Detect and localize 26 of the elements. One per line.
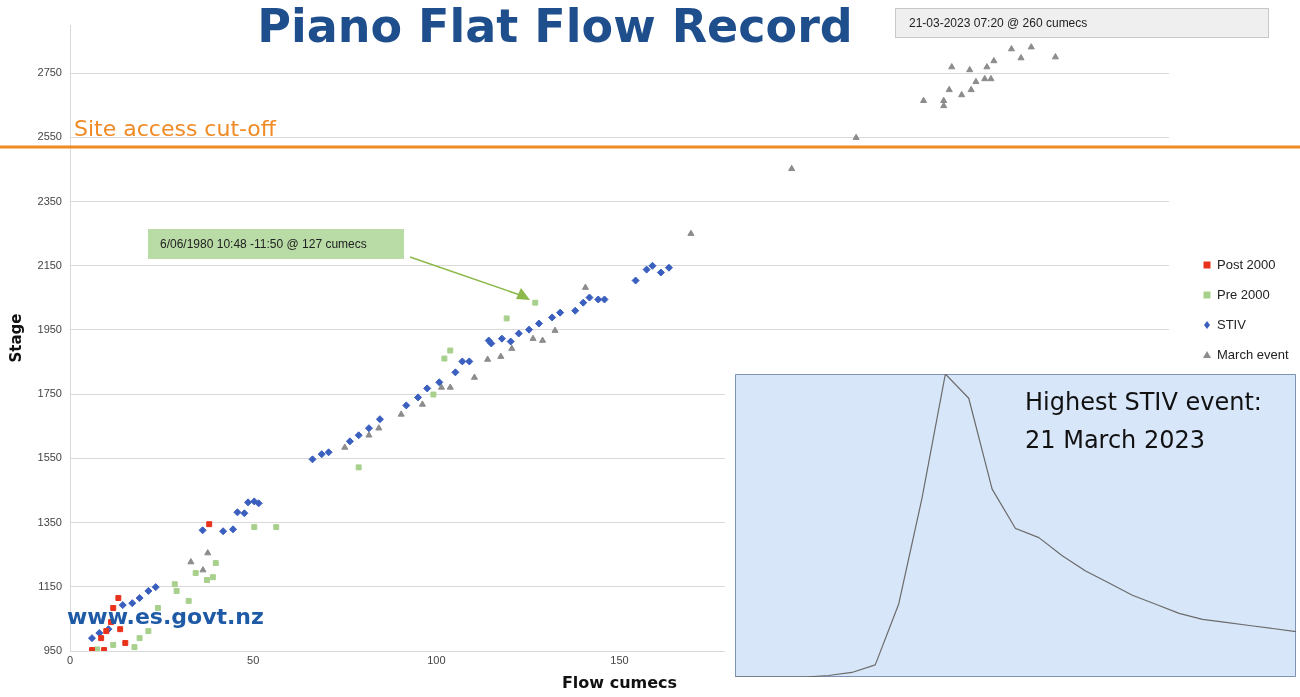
x-tick-label: 0 xyxy=(66,653,74,666)
annotation: Highest STIV event: 21 March 2023 xyxy=(1025,388,1262,455)
y-tick-label: 950 xyxy=(43,644,62,657)
y-tick-label: 2750 xyxy=(37,66,62,79)
x-axis-title: Flow cumecs xyxy=(561,672,678,692)
y-tick-label: 1350 xyxy=(37,515,62,528)
y-tick-label: 1150 xyxy=(38,579,62,592)
chart-title: Piano Flat Flow Record xyxy=(257,0,853,53)
annotation: www.es.govt.nz xyxy=(67,604,264,629)
y-tick-label: 1950 xyxy=(37,323,62,336)
annotation: 6/06/1980 10:48 -11:50 @ 127 cumecs xyxy=(160,236,367,253)
ref-line-label: Site access cut-off xyxy=(74,115,277,141)
y-tick-label: 2550 xyxy=(37,130,62,143)
y-tick-label: 2350 xyxy=(37,194,62,207)
legend-label: Pre 2000 xyxy=(1217,286,1270,302)
legend-label: Post 2000 xyxy=(1217,256,1276,272)
y-tick-label: 1750 xyxy=(37,387,62,400)
annotation: 21-03-2023 07:20 @ 260 cumecs xyxy=(909,15,1088,32)
x-tick-label: 50 xyxy=(247,653,260,666)
x-tick-label: 150 xyxy=(610,653,629,666)
y-axis-title: Stage xyxy=(6,313,25,363)
y-tick-label: 1550 xyxy=(37,451,62,464)
x-tick-label: 100 xyxy=(427,653,446,666)
legend-label: STIV xyxy=(1217,316,1247,332)
y-tick-label: 2150 xyxy=(37,258,62,271)
legend-label: March event xyxy=(1217,346,1289,362)
